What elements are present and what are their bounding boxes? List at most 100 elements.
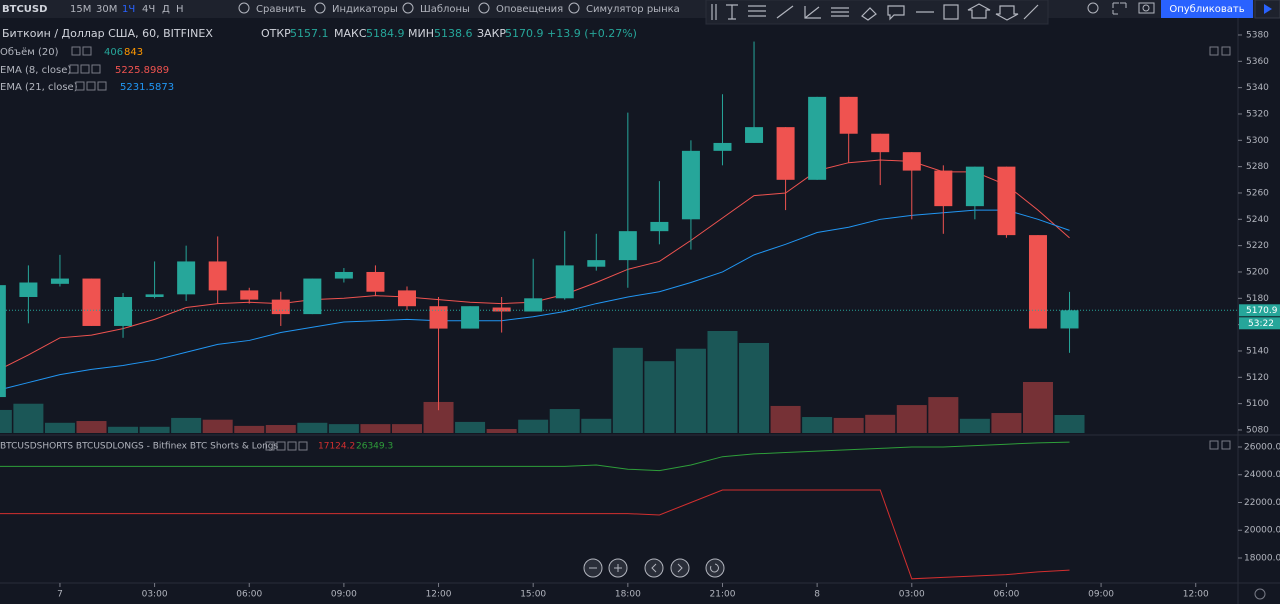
shorts-value: 17124.2	[318, 442, 355, 452]
candle-body	[1028, 235, 1047, 329]
volume-bar	[360, 424, 391, 433]
candle-body	[871, 133, 890, 153]
interval-button[interactable]: 1Ч	[122, 4, 135, 15]
series-line	[0, 441, 1070, 472]
symbol[interactable]: BTCUSD	[2, 4, 47, 15]
volume-ma-value: 843	[124, 47, 143, 58]
volume-bar	[139, 426, 170, 433]
toolbar-button[interactable]: Сравнить	[256, 4, 306, 15]
price-tick-label: 5100	[1246, 399, 1269, 409]
candle-body	[524, 298, 543, 312]
time-tick-label: 06:00	[993, 590, 1019, 600]
toolbar-button[interactable]: Оповещения	[496, 4, 563, 15]
time-tick-label: 15:00	[520, 590, 546, 600]
candle-body	[429, 306, 448, 329]
price-tick-label: 5080	[1246, 425, 1269, 435]
candle-body	[745, 127, 764, 143]
symbol-title: Биткоин / Доллар США, 60, BITFINEX	[2, 27, 213, 40]
interval-button[interactable]: Д	[162, 4, 170, 15]
price-tick-label: 5340	[1246, 83, 1269, 93]
price-tick-label: 5360	[1246, 57, 1269, 67]
time-tick-label: 03:00	[899, 590, 925, 600]
price-tick-label: 5240	[1246, 215, 1269, 225]
ema8-value: 5225.8989	[115, 65, 169, 76]
toolbar-button[interactable]: Индикаторы	[332, 4, 398, 15]
axis-settings[interactable]	[1254, 588, 1266, 600]
volume-bar	[1022, 382, 1053, 433]
candle-body	[271, 299, 290, 315]
volume-bar	[455, 421, 486, 433]
close-label: ЗАКР	[477, 27, 506, 40]
series-line	[0, 489, 1070, 580]
price-tick-label: 5260	[1246, 188, 1269, 198]
candle-body	[839, 96, 858, 134]
interval-button[interactable]: 4Ч	[142, 4, 155, 15]
time-tick-label: 21:00	[710, 590, 736, 600]
toolbar-icon	[478, 2, 490, 14]
legend-icons[interactable]	[69, 46, 1231, 451]
candle-body	[366, 271, 385, 292]
ema-line	[0, 209, 1070, 391]
lower-tick-label: 18000.0	[1244, 553, 1280, 563]
volume-bar	[486, 429, 517, 433]
candle-body	[303, 278, 322, 315]
volume-bar	[76, 421, 107, 433]
change-value: +13.9 (+0.27%)	[547, 27, 637, 40]
candle-body	[50, 278, 69, 284]
price-tick-label: 5180	[1246, 294, 1269, 304]
ema21-value: 5231.5873	[120, 82, 174, 93]
drawing-tools[interactable]	[711, 3, 1039, 21]
toolbar-button[interactable]: Симулятор рынка	[586, 4, 680, 15]
publish-label[interactable]: Опубликовать	[1169, 4, 1244, 15]
candle-body	[145, 294, 164, 297]
volume-bar	[171, 417, 202, 433]
candle-body	[1060, 310, 1079, 329]
lower-pane-name: BTCUSDSHORTS BTCUSDLONGS - Bitfinex BTC …	[0, 442, 279, 452]
time-tick-label: 09:00	[331, 590, 357, 600]
time-tick-label: 18:00	[615, 590, 641, 600]
volume-bar	[802, 417, 833, 433]
time-tick-label: 09:00	[1088, 590, 1114, 600]
last-price-label: 5170.9	[1246, 306, 1278, 316]
volume-bar	[518, 419, 549, 433]
interval-button[interactable]: Н	[176, 4, 184, 15]
volume-bar	[770, 405, 801, 433]
price-tick-label: 5220	[1246, 241, 1269, 251]
candle-body	[334, 271, 353, 279]
candle-body	[934, 170, 953, 207]
candle-body	[902, 152, 921, 171]
time-tick-label: 03:00	[142, 590, 168, 600]
open-label: ОТКР	[261, 27, 291, 40]
price-tick-label: 5140	[1246, 346, 1269, 356]
volume-bar	[833, 417, 864, 433]
nav-buttons[interactable]	[583, 558, 725, 578]
candle-body	[555, 265, 574, 299]
longs-value: 26349.3	[356, 442, 393, 452]
candle-body	[776, 127, 795, 180]
right-icons[interactable]	[1087, 2, 1155, 15]
volume-bar	[44, 422, 75, 433]
volume-bar	[202, 419, 233, 433]
interval-button[interactable]: 30M	[96, 4, 117, 15]
candle-body	[461, 306, 480, 329]
toolbar-icon	[568, 2, 580, 14]
interval-button[interactable]: 15M	[70, 4, 91, 15]
candle-body	[114, 296, 133, 326]
main-legend: Биткоин / Доллар США, 60, BITFINEX ОТКР …	[0, 27, 1231, 452]
publish-button[interactable]	[1161, 0, 1253, 18]
candle-body	[492, 307, 511, 312]
candle-body	[681, 150, 700, 220]
volume-bar	[265, 425, 296, 433]
candle-body	[997, 166, 1016, 236]
candle-body	[965, 166, 984, 207]
volume-bar	[581, 418, 612, 433]
time-tick-label: 06:00	[236, 590, 262, 600]
price-tick-label: 5280	[1246, 162, 1269, 172]
toolbar-button[interactable]: Шаблоны	[420, 4, 470, 15]
price-tick-label: 5320	[1246, 109, 1269, 119]
volume-bar	[675, 348, 706, 433]
close-value: 5170.9	[505, 27, 544, 40]
candle-body	[618, 231, 637, 261]
candle-body	[650, 221, 669, 232]
volume-bar	[13, 403, 44, 433]
